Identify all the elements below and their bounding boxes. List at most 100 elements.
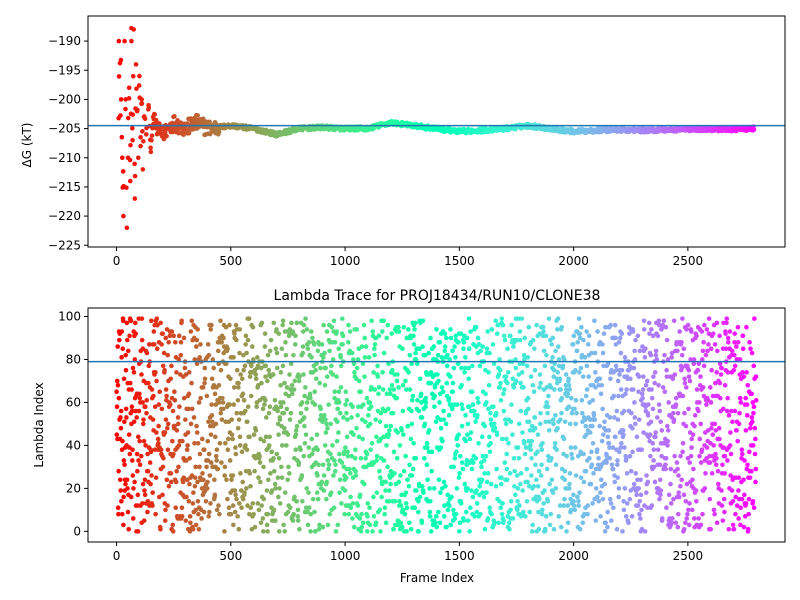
lambda-point — [553, 486, 559, 491]
lambda-point — [504, 436, 509, 442]
lambda-point — [413, 320, 418, 326]
lambda-point — [234, 410, 240, 416]
lambda-point — [350, 501, 356, 506]
lambda-point — [277, 501, 283, 506]
lambda-point — [485, 329, 490, 334]
lambda-point — [532, 346, 537, 352]
lambda-point — [608, 501, 614, 506]
lambda-point — [231, 385, 237, 390]
lambda-point — [308, 329, 314, 334]
lambda-point — [630, 387, 636, 392]
lambda-point — [468, 329, 473, 334]
lambda-point — [624, 387, 629, 392]
lambda-point — [299, 473, 305, 478]
lambda-point — [234, 337, 239, 343]
lambda-point — [418, 391, 424, 397]
lambda-point — [682, 376, 687, 382]
delta-g-y-tick-label: −220 — [48, 209, 81, 223]
lambda-point — [172, 397, 178, 403]
lambda-point — [581, 337, 586, 343]
lambda-point — [258, 520, 264, 526]
lambda-point — [277, 486, 282, 491]
lambda-point — [732, 363, 738, 369]
lambda-point — [201, 477, 206, 483]
lambda-point — [415, 397, 420, 403]
lambda-point — [525, 479, 530, 485]
lambda-point — [179, 505, 185, 511]
lambda-point — [738, 505, 743, 511]
lambda-point — [467, 436, 473, 442]
lambda-point — [477, 483, 482, 489]
lambda-point — [362, 374, 367, 379]
lambda-point — [128, 318, 134, 324]
lambda-point — [266, 410, 272, 416]
lambda-point — [493, 318, 498, 324]
lambda-point — [631, 481, 637, 487]
lambda-point — [462, 365, 468, 371]
lambda-point — [556, 514, 562, 519]
lambda-point — [694, 387, 700, 392]
lambda-point — [721, 496, 727, 502]
lambda-point — [360, 361, 366, 367]
lambda-point — [619, 440, 624, 446]
lambda-point — [322, 350, 327, 356]
lambda-point — [411, 342, 417, 347]
lambda-point — [192, 440, 197, 446]
lambda-point — [526, 324, 532, 330]
lambda-point — [699, 447, 705, 453]
lambda-point — [590, 501, 595, 506]
lambda-point — [651, 458, 656, 463]
delta-g-point — [128, 142, 133, 148]
lambda-point — [301, 415, 307, 420]
delta-g-point — [123, 106, 128, 112]
lambda-point — [355, 503, 361, 508]
lambda-point — [137, 438, 142, 444]
lambda-point — [443, 421, 449, 427]
lambda-point — [241, 367, 246, 373]
lambda-point — [156, 423, 161, 429]
delta-g-y-tick-label: −195 — [48, 63, 81, 77]
lambda-point — [160, 492, 165, 498]
delta-g-x-tick-label: 1500 — [444, 254, 475, 268]
lambda-point — [737, 410, 742, 416]
lambda-point — [237, 350, 242, 356]
lambda-point — [145, 468, 151, 474]
lambda-point — [205, 479, 210, 485]
lambda-point — [734, 344, 739, 349]
lambda-point — [334, 374, 339, 379]
lambda-point — [554, 447, 560, 453]
lambda-point — [324, 496, 329, 502]
lambda-point — [663, 462, 668, 468]
lambda-point — [147, 460, 153, 465]
lambda-point — [370, 329, 376, 334]
lambda-point — [735, 324, 741, 330]
lambda-point — [130, 447, 135, 453]
lambda-point — [561, 436, 567, 442]
lambda-point — [374, 434, 379, 440]
lambda-point — [460, 460, 465, 465]
lambda-point — [255, 355, 260, 360]
lambda-point — [257, 453, 262, 459]
lambda-point — [245, 404, 251, 410]
lambda-trace-axes-frame — [87, 307, 786, 543]
lambda-point — [523, 514, 528, 519]
lambda-point — [232, 331, 237, 336]
lambda-point — [665, 357, 671, 362]
lambda-point — [212, 477, 217, 483]
lambda-point — [433, 419, 439, 425]
lambda-point — [691, 357, 697, 362]
lambda-point — [293, 432, 299, 437]
lambda-point — [422, 456, 427, 461]
lambda-point — [149, 387, 155, 392]
lambda-point — [630, 425, 635, 431]
lambda-point — [173, 505, 179, 511]
lambda-point — [597, 376, 603, 382]
lambda-point — [534, 322, 539, 328]
lambda-point — [416, 408, 422, 414]
lambda-point — [231, 522, 236, 528]
lambda-point — [541, 329, 546, 334]
lambda-point — [413, 357, 419, 362]
lambda-point — [202, 447, 207, 453]
lambda-point — [739, 451, 745, 457]
lambda-point — [306, 505, 312, 511]
